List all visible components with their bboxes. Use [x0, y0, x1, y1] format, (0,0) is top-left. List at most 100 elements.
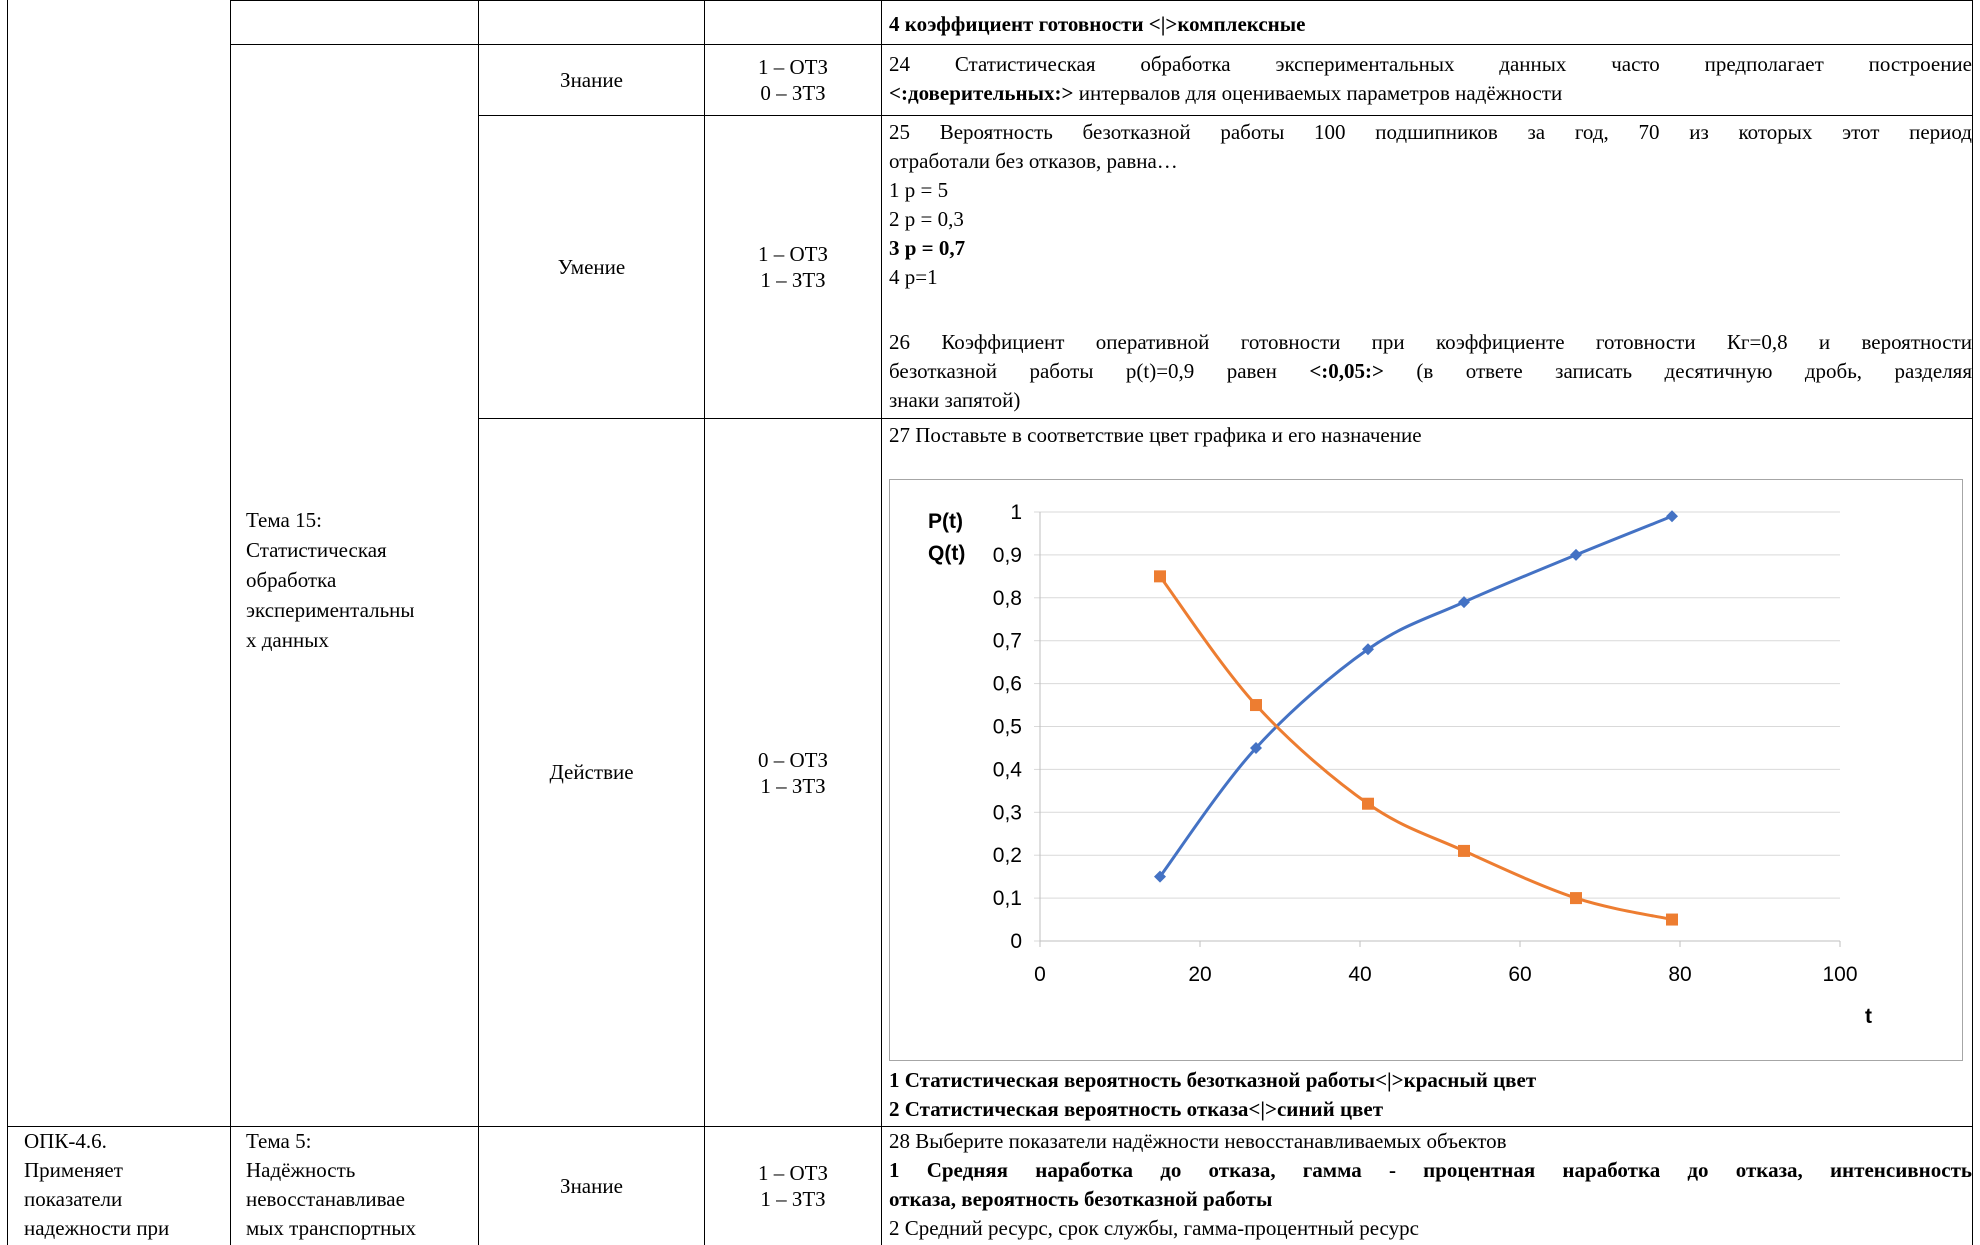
topic-line: Надёжность	[246, 1158, 356, 1182]
question-25-line1: 25 Вероятность безотказной работы 100 по…	[889, 120, 1972, 144]
question-26: 26 Коэффициент оперативной готовности пр…	[889, 328, 1972, 415]
skill-type: Умение	[479, 116, 704, 418]
task-count-closed: 0 – ОТЗ	[757, 747, 828, 772]
question-28-text: 28 Выберите показатели надёжности невосс…	[889, 1129, 1507, 1153]
question-26-line2: безотказной работы p(t)=0,9 равен <:0,05…	[889, 357, 1972, 386]
question-25-line2: отработали без отказов, равна…	[889, 149, 1178, 173]
y-tick-label: 0,5	[993, 716, 1022, 739]
task-count: 1 – ОТЗ 1 – ЗТЗ	[705, 116, 881, 418]
topic-line: невосстанавливае	[246, 1187, 405, 1211]
y-tick-label: 0,3	[993, 801, 1022, 824]
data-point	[1570, 892, 1582, 905]
option-1: 1 p = 5	[889, 178, 949, 202]
border-right	[1972, 0, 1973, 1245]
data-point	[1458, 844, 1470, 857]
task-count-closed: 1 – ОТЗ	[757, 1161, 828, 1185]
task-count-open: 1 – ЗТЗ	[760, 268, 826, 292]
y-axis-title: Q(t)	[928, 542, 965, 565]
x-tick-label: 100	[1822, 963, 1857, 986]
question-26-text: (в ответе записать десятичную дробь, раз…	[1383, 359, 1972, 383]
topic-line: х данных	[246, 628, 329, 652]
y-tick-label: 0,7	[993, 630, 1022, 653]
border-left	[7, 0, 8, 1245]
option-3-correct: 3 p = 0,7	[889, 236, 966, 260]
question-24-line1: 24 Статистическая обработка эксперимента…	[889, 52, 1972, 76]
answer-blank: <:0,05:>	[1309, 359, 1384, 383]
question-26-line1: 26 Коэффициент оперативной готовности пр…	[889, 330, 1972, 354]
data-point	[1154, 570, 1166, 583]
x-tick-label: 0	[1034, 963, 1046, 986]
competency-line: показатели	[24, 1187, 123, 1211]
topic-line: экспериментальны	[246, 598, 415, 622]
task-count-open: 1 – ЗТЗ	[760, 773, 826, 798]
competency-line: ОПК-4.6.	[24, 1129, 107, 1153]
question-26-text: безотказной работы p(t)=0,9 равен	[889, 359, 1310, 383]
skill-type: Действие	[479, 419, 704, 1126]
task-count-closed: 1 – ОТЗ	[757, 55, 828, 79]
task-count-open: 0 – ЗТЗ	[760, 81, 826, 105]
task-count: 0 – ОТЗ 1 – ЗТЗ	[705, 419, 881, 1126]
data-point	[1570, 548, 1582, 561]
y-tick-label: 0,8	[993, 587, 1022, 610]
competency-cell: ОПК-4.6. Применяет показатели надежности…	[24, 1127, 229, 1243]
competency-line: надежности при	[24, 1216, 170, 1240]
question-25: 25 Вероятность безотказной работы 100 по…	[889, 118, 1972, 292]
y-tick-label: 0,2	[993, 844, 1022, 867]
row-divider	[7, 1126, 1973, 1127]
data-point	[1362, 643, 1374, 656]
x-tick-label: 80	[1668, 963, 1691, 986]
skill-type-label: Знание	[560, 1173, 623, 1198]
y-tick-label: 0,4	[993, 758, 1023, 781]
data-point	[1250, 699, 1262, 712]
data-point	[1458, 596, 1470, 609]
y-tick-label: 0,1	[993, 887, 1022, 910]
task-count: 1 – ОТЗ 0 – ЗТЗ	[705, 45, 881, 115]
col-divider	[230, 0, 231, 1245]
y-tick-label: 1	[1010, 501, 1022, 524]
skill-type-label: Действие	[549, 760, 634, 784]
topic-cell: Тема 15: Статистическая обработка экспер…	[246, 505, 476, 655]
skill-type-label: Умение	[557, 254, 626, 279]
series-line	[1158, 575, 1673, 922]
y-tick-label: 0,6	[993, 673, 1022, 696]
x-tick-label: 40	[1348, 963, 1371, 986]
row-divider	[478, 418, 1973, 419]
col-divider	[881, 0, 882, 1245]
x-tick-label: 20	[1188, 963, 1211, 986]
row-divider	[478, 115, 1973, 116]
task-count-open: 1 – ЗТЗ	[760, 1187, 826, 1211]
match-answer-1: 1 Статистическая вероятность безотказной…	[889, 1068, 1537, 1092]
skill-type-label: Знание	[560, 67, 623, 92]
x-axis-title: t	[1865, 1005, 1872, 1028]
col-divider	[704, 0, 705, 1245]
series-line	[1158, 514, 1673, 878]
question-26-line3: знаки запятой)	[889, 388, 1021, 412]
data-point	[1250, 741, 1262, 754]
y-tick-label: 0	[1010, 930, 1022, 953]
reliability-chart: 0 0,1 0,2 0,3 0,4 0,5 0,6 0,7 0,8 0,9 1 0 20 40 60 80 10…	[928, 501, 1872, 1028]
chart-frame: 0 0,1 0,2 0,3 0,4 0,5 0,6 0,7 0,8 0,9 1 0 20 40 60 80 10…	[889, 479, 1963, 1061]
task-count: 1 – ОТЗ 1 – ЗТЗ	[705, 1127, 881, 1245]
answer-1-line2: отказа, вероятность безотказной работы	[889, 1187, 1273, 1211]
y-tick-label: 0,9	[993, 544, 1022, 567]
topic-line: Тема 5:	[246, 1129, 312, 1153]
question-27: 27 Поставьте в соответствие цвет графика…	[889, 423, 1422, 447]
question-24-rest: интервалов для оцениваемых параметров на…	[1073, 81, 1563, 105]
topic-line: Статистическая	[246, 538, 387, 562]
data-point	[1666, 913, 1678, 926]
question-24: 24 Статистическая обработка эксперимента…	[889, 50, 1972, 108]
answer-blank: <:доверительных:>	[889, 81, 1074, 105]
answer-1-line1: 1 Средняя наработка до отказа, гамма - п…	[889, 1158, 1972, 1182]
data-point	[1154, 870, 1166, 883]
answer-2: 2 Средний ресурс, срок службы, гамма-про…	[889, 1216, 1419, 1240]
option-2: 2 p = 0,3	[889, 207, 964, 231]
topic-cell: Тема 5: Надёжность невосстанавливае мых …	[246, 1127, 476, 1243]
row-divider	[230, 44, 1973, 45]
x-tick-label: 60	[1508, 963, 1531, 986]
skill-type: Знание	[479, 45, 704, 115]
option-4: 4 p=1	[889, 265, 938, 289]
topic-line: обработка	[246, 568, 337, 592]
question-28: 28 Выберите показатели надёжности невосс…	[889, 1127, 1972, 1243]
skill-type: Знание	[479, 1127, 704, 1245]
question-24-line2: <:доверительных:> интервалов для оценива…	[889, 79, 1972, 108]
